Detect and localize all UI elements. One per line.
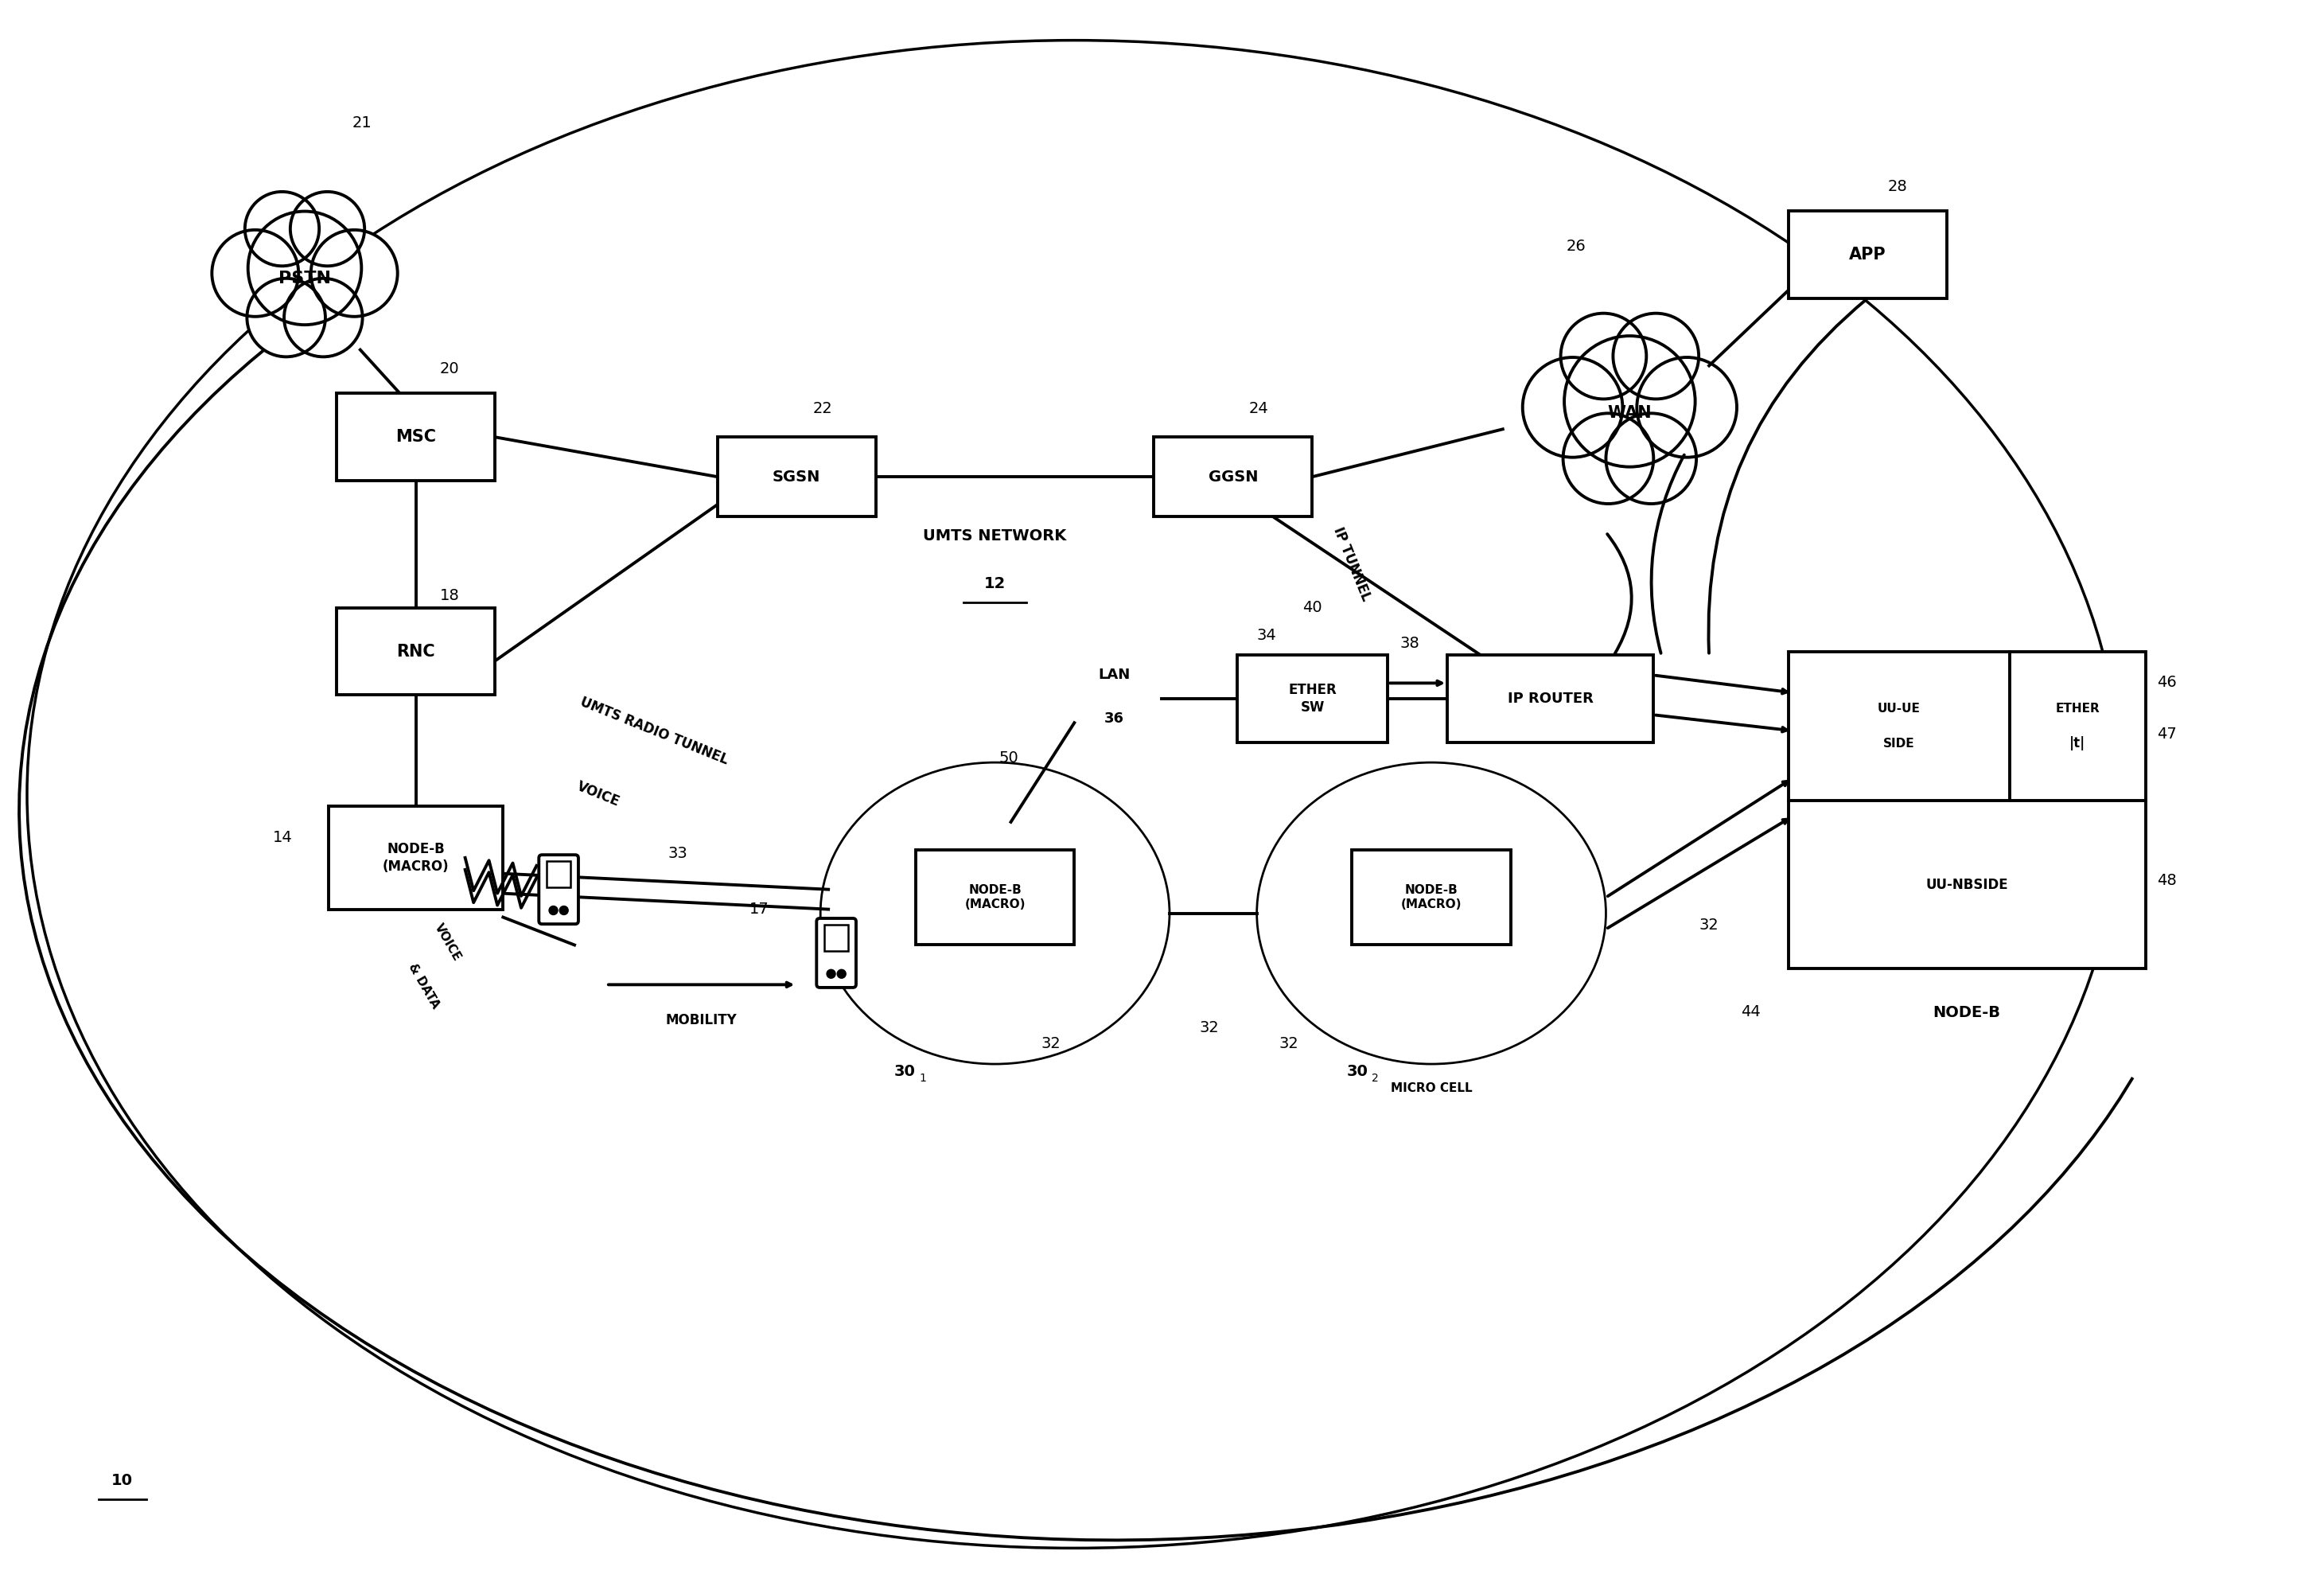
Circle shape <box>1606 413 1697 504</box>
Text: 1: 1 <box>920 1073 927 1084</box>
FancyBboxPatch shape <box>825 925 848 951</box>
Text: 30: 30 <box>895 1064 916 1080</box>
Circle shape <box>311 231 397 316</box>
Circle shape <box>1613 313 1699 399</box>
Circle shape <box>1562 313 1645 399</box>
Text: 30: 30 <box>1346 1064 1369 1080</box>
Text: 32: 32 <box>1278 1037 1299 1051</box>
Ellipse shape <box>1257 763 1606 1064</box>
Circle shape <box>827 970 834 978</box>
Text: 48: 48 <box>2157 873 2178 887</box>
Text: 14: 14 <box>272 830 293 844</box>
Text: 46: 46 <box>2157 676 2178 690</box>
Text: NODE-B: NODE-B <box>1934 1005 2001 1021</box>
FancyBboxPatch shape <box>337 607 495 695</box>
Text: 36: 36 <box>1104 712 1125 727</box>
Text: SGSN: SGSN <box>772 469 820 485</box>
Text: 34: 34 <box>1257 628 1276 642</box>
Circle shape <box>211 231 297 316</box>
Text: APP: APP <box>1850 246 1887 262</box>
Circle shape <box>284 278 363 356</box>
Text: UU-UE: UU-UE <box>1878 703 1920 714</box>
Text: 18: 18 <box>439 588 460 603</box>
Text: 26: 26 <box>1566 238 1585 254</box>
Text: 20: 20 <box>439 361 460 377</box>
Text: 12: 12 <box>983 576 1006 591</box>
Text: NODE-B
(MACRO): NODE-B (MACRO) <box>964 884 1025 911</box>
Text: 38: 38 <box>1399 636 1420 650</box>
FancyBboxPatch shape <box>328 806 502 909</box>
Text: ETHER
SW: ETHER SW <box>1287 684 1336 716</box>
FancyBboxPatch shape <box>1353 849 1511 944</box>
Text: UMTS RADIO TUNNEL: UMTS RADIO TUNNEL <box>579 695 730 766</box>
Circle shape <box>1564 335 1694 467</box>
Text: 16: 16 <box>472 894 490 908</box>
Text: 32: 32 <box>1699 917 1720 932</box>
Text: 47: 47 <box>2157 727 2178 743</box>
Circle shape <box>560 906 567 914</box>
FancyBboxPatch shape <box>1789 652 2145 968</box>
Text: & DATA: & DATA <box>407 962 442 1011</box>
Circle shape <box>249 211 363 324</box>
Text: 33: 33 <box>667 846 688 860</box>
Text: 21: 21 <box>353 116 372 130</box>
Text: WAN: WAN <box>1608 405 1652 421</box>
Text: GGSN: GGSN <box>1208 469 1257 485</box>
Text: VOICE: VOICE <box>574 779 623 809</box>
Circle shape <box>1522 358 1622 458</box>
Text: UU-NBSIDE: UU-NBSIDE <box>1927 878 2008 892</box>
Circle shape <box>246 278 325 356</box>
Text: |t|: |t| <box>2071 736 2085 750</box>
Text: 44: 44 <box>1741 1005 1762 1019</box>
Text: 10: 10 <box>112 1472 132 1488</box>
Ellipse shape <box>820 763 1169 1064</box>
FancyBboxPatch shape <box>1153 437 1313 517</box>
FancyBboxPatch shape <box>718 437 876 517</box>
Text: 50: 50 <box>999 750 1018 766</box>
Text: SIDE: SIDE <box>1882 738 1915 749</box>
Circle shape <box>548 906 558 914</box>
Text: ETHER: ETHER <box>2054 703 2101 714</box>
FancyBboxPatch shape <box>916 849 1074 944</box>
Text: VOICE: VOICE <box>432 922 462 964</box>
FancyBboxPatch shape <box>1448 655 1652 743</box>
Text: 2: 2 <box>1371 1073 1378 1084</box>
Text: 32: 32 <box>1199 1021 1220 1035</box>
Circle shape <box>290 192 365 266</box>
Circle shape <box>1636 358 1736 458</box>
Text: LAN: LAN <box>1097 668 1129 682</box>
Text: 17: 17 <box>748 902 769 916</box>
FancyBboxPatch shape <box>1789 211 1948 299</box>
Text: MSC: MSC <box>395 429 437 445</box>
Text: IP TUNNEL: IP TUNNEL <box>1332 525 1373 603</box>
Text: RNC: RNC <box>397 644 435 660</box>
Text: 28: 28 <box>1887 180 1908 194</box>
Text: MOBILITY: MOBILITY <box>665 1013 737 1027</box>
Text: UMTS NETWORK: UMTS NETWORK <box>923 528 1067 544</box>
FancyBboxPatch shape <box>546 862 572 887</box>
FancyBboxPatch shape <box>337 393 495 480</box>
Text: IP ROUTER: IP ROUTER <box>1508 692 1594 706</box>
Text: 32: 32 <box>1041 1037 1060 1051</box>
Text: MICRO CELL: MICRO CELL <box>1390 1083 1471 1094</box>
FancyBboxPatch shape <box>539 855 579 924</box>
Circle shape <box>1564 413 1652 504</box>
Text: 22: 22 <box>813 401 832 417</box>
Text: 24: 24 <box>1248 401 1269 417</box>
Circle shape <box>837 970 846 978</box>
FancyBboxPatch shape <box>816 919 855 987</box>
FancyBboxPatch shape <box>1236 655 1387 743</box>
Circle shape <box>244 192 318 266</box>
Text: PSTN: PSTN <box>279 270 330 286</box>
Text: 40: 40 <box>1301 599 1322 615</box>
Text: NODE-B
(MACRO): NODE-B (MACRO) <box>1401 884 1462 911</box>
Text: NODE-B
(MACRO): NODE-B (MACRO) <box>383 841 449 873</box>
